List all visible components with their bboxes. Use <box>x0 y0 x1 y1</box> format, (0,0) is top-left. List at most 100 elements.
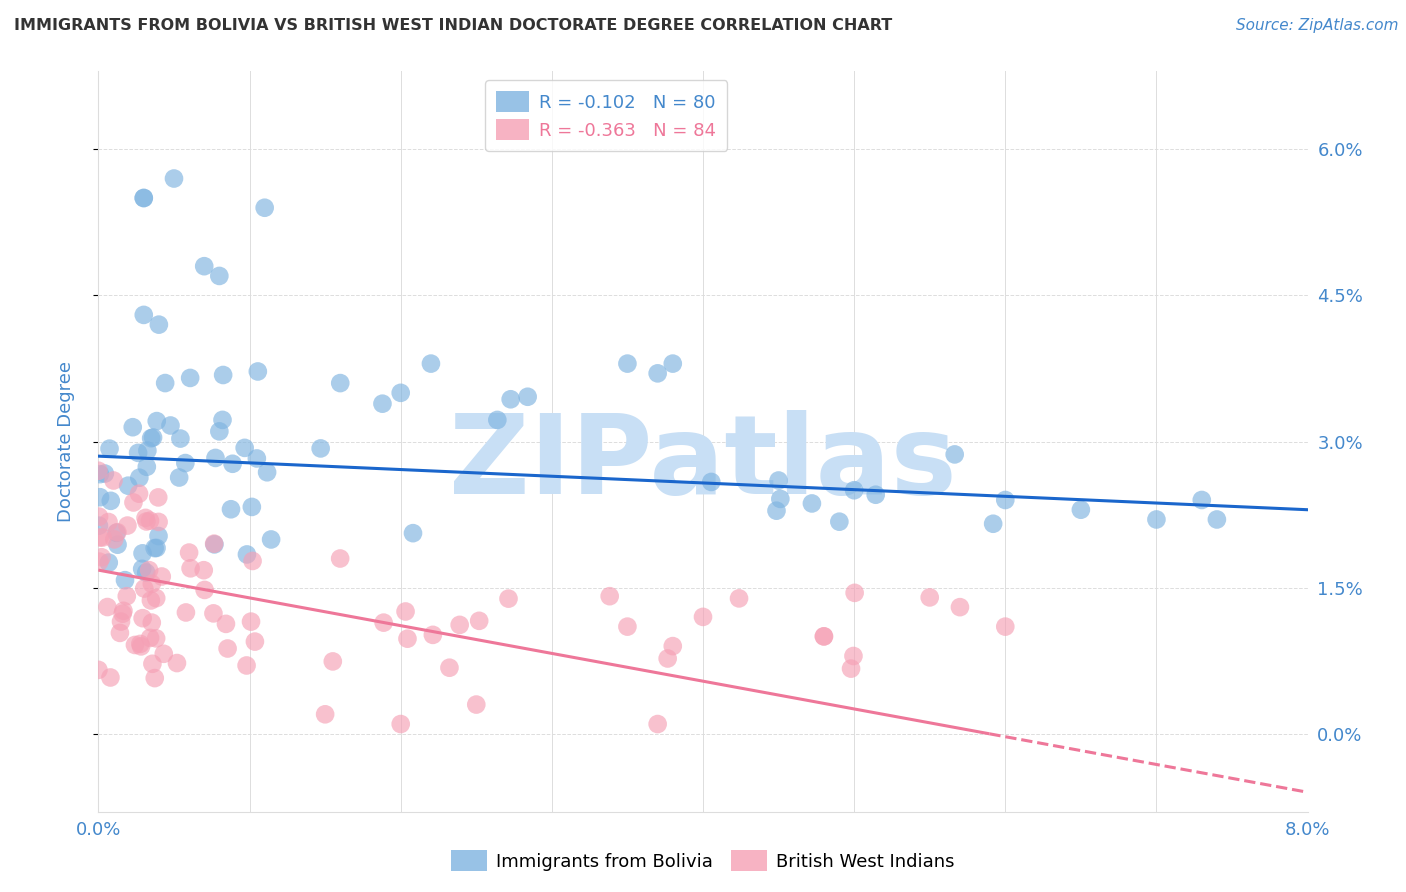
Point <box>117 518 139 533</box>
Point <box>371 397 394 411</box>
Point <box>193 563 215 577</box>
Point <box>208 425 231 439</box>
Point <box>208 268 231 283</box>
Point <box>949 600 972 615</box>
Point <box>141 577 163 591</box>
Point <box>87 518 110 533</box>
Point <box>221 457 243 471</box>
Point <box>150 569 173 583</box>
Point <box>498 591 520 606</box>
Point <box>468 614 491 628</box>
Point <box>243 634 266 648</box>
Point <box>115 589 138 603</box>
Legend: Immigrants from Bolivia, British West Indians: Immigrants from Bolivia, British West In… <box>444 843 962 879</box>
Point <box>108 626 131 640</box>
Point <box>253 201 276 215</box>
Point <box>839 662 862 676</box>
Point <box>139 593 162 607</box>
Point <box>141 657 163 671</box>
Point <box>143 541 166 555</box>
Point <box>159 418 181 433</box>
Point <box>516 390 538 404</box>
Point <box>89 555 111 569</box>
Point <box>647 717 669 731</box>
Point <box>813 629 835 643</box>
Point <box>994 493 1017 508</box>
Point <box>202 607 225 621</box>
Point <box>98 442 121 456</box>
Point <box>139 514 162 528</box>
Point <box>389 385 412 400</box>
Point <box>129 640 152 654</box>
Point <box>246 364 269 378</box>
Point <box>91 531 114 545</box>
Point <box>692 610 714 624</box>
Point <box>813 629 835 643</box>
Point <box>135 459 157 474</box>
Point <box>132 191 155 205</box>
Point <box>322 654 344 668</box>
Point <box>616 620 638 634</box>
Point <box>148 491 170 505</box>
Point <box>661 357 683 371</box>
Point <box>114 573 136 587</box>
Point <box>145 632 167 646</box>
Point <box>728 591 751 606</box>
Point <box>141 615 163 630</box>
Point <box>177 545 200 559</box>
Point <box>439 661 461 675</box>
Point <box>122 495 145 509</box>
Point <box>145 541 167 555</box>
Point <box>141 431 163 445</box>
Point <box>918 591 941 605</box>
Point <box>166 656 188 670</box>
Point <box>236 548 259 562</box>
Point <box>136 443 159 458</box>
Point <box>828 515 851 529</box>
Point <box>169 432 191 446</box>
Point <box>100 493 122 508</box>
Point <box>127 446 149 460</box>
Point <box>87 663 110 677</box>
Point <box>163 171 186 186</box>
Point <box>148 318 170 332</box>
Point <box>90 550 112 565</box>
Point <box>103 533 125 547</box>
Point <box>215 616 238 631</box>
Point <box>128 486 150 500</box>
Point <box>235 658 257 673</box>
Point <box>129 637 152 651</box>
Point <box>329 551 352 566</box>
Point <box>240 500 263 514</box>
Point <box>202 536 225 550</box>
Point <box>246 451 269 466</box>
Point <box>194 582 217 597</box>
Point <box>700 475 723 489</box>
Point <box>765 504 787 518</box>
Point <box>943 447 966 461</box>
Point <box>135 566 157 580</box>
Point <box>204 537 226 551</box>
Text: IMMIGRANTS FROM BOLIVIA VS BRITISH WEST INDIAN DOCTORATE DEGREE CORRELATION CHAR: IMMIGRANTS FROM BOLIVIA VS BRITISH WEST … <box>14 18 893 33</box>
Point <box>260 533 283 547</box>
Point <box>314 707 336 722</box>
Point <box>89 531 111 545</box>
Point <box>105 525 128 540</box>
Legend: R = -0.102   N = 80, R = -0.363   N = 84: R = -0.102 N = 80, R = -0.363 N = 84 <box>485 80 727 151</box>
Point <box>486 413 509 427</box>
Point <box>97 515 120 529</box>
Point <box>499 392 522 407</box>
Point <box>152 647 174 661</box>
Point <box>142 430 165 444</box>
Point <box>449 618 471 632</box>
Point <box>134 582 156 596</box>
Point <box>256 465 278 479</box>
Point <box>240 615 263 629</box>
Point <box>145 414 167 428</box>
Point <box>174 606 197 620</box>
Point <box>212 368 235 382</box>
Point <box>994 620 1017 634</box>
Point <box>121 420 143 434</box>
Point <box>124 638 146 652</box>
Point <box>217 641 239 656</box>
